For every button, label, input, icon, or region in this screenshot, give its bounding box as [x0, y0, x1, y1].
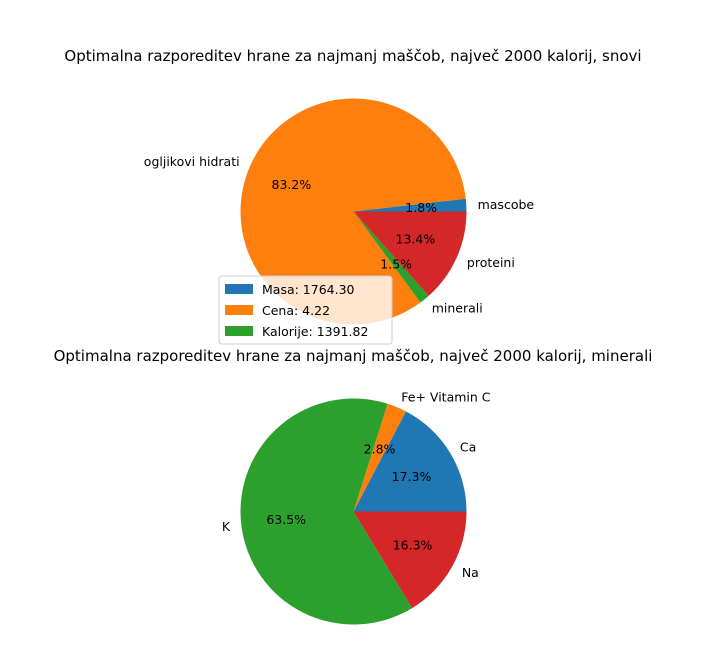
slice-label: minerali — [432, 301, 483, 316]
slice-label: proteini — [467, 255, 515, 270]
legend: Masa: 1764.30 Cena: 4.22 Kalorije: 1391.… — [218, 275, 393, 345]
slice-percent-label: 16.3% — [393, 537, 433, 552]
legend-label: Kalorije: 1391.82 — [262, 324, 368, 339]
legend-entry: Masa: 1764.30 — [225, 282, 355, 297]
pie-slice — [353, 511, 467, 609]
slice-percent-label: 17.3% — [392, 469, 432, 484]
slice-label: Fe+ Vitamin C — [401, 389, 490, 404]
pie-slice — [353, 403, 406, 512]
pie-chart-minerali: Optimalna razporeditev hrane za najmanj … — [54, 347, 653, 625]
pie-slice — [240, 98, 466, 325]
legend-swatch — [225, 305, 253, 315]
slice-percent-label: 13.4% — [396, 232, 436, 247]
legend-frame — [218, 275, 393, 345]
legend-swatch — [225, 326, 253, 336]
pie-slice — [240, 398, 413, 625]
pie-slice — [353, 198, 467, 212]
legend-swatch — [225, 284, 253, 294]
slice-label: Ca — [460, 440, 476, 455]
slice-label: ogljikovi hidrati — [144, 154, 240, 169]
pie-chart-snovi: Optimalna razporeditev hrane za najmanj … — [64, 47, 642, 325]
slice-label: mascobe — [478, 197, 535, 212]
slice-percent-label: 1.8% — [405, 200, 437, 215]
slice-percent-label: 2.8% — [364, 441, 396, 456]
pie-slice — [353, 411, 467, 512]
chart-title: Optimalna razporeditev hrane za najmanj … — [54, 347, 653, 365]
slice-percent-label: 63.5% — [266, 512, 306, 527]
chart-title: Optimalna razporeditev hrane za najmanj … — [64, 47, 641, 65]
legend-label: Cena: 4.22 — [262, 303, 330, 318]
slice-percent-label: 83.2% — [272, 177, 312, 192]
legend-entry: Kalorije: 1391.82 — [225, 324, 368, 339]
pie-slice — [353, 211, 467, 296]
pie-slice — [353, 211, 429, 303]
legend-entry: Cena: 4.22 — [225, 303, 330, 318]
slice-percent-label: 1.5% — [380, 257, 412, 272]
legend-label: Masa: 1764.30 — [262, 282, 355, 297]
slice-label: Na — [462, 565, 479, 580]
slice-label: K — [222, 519, 231, 534]
